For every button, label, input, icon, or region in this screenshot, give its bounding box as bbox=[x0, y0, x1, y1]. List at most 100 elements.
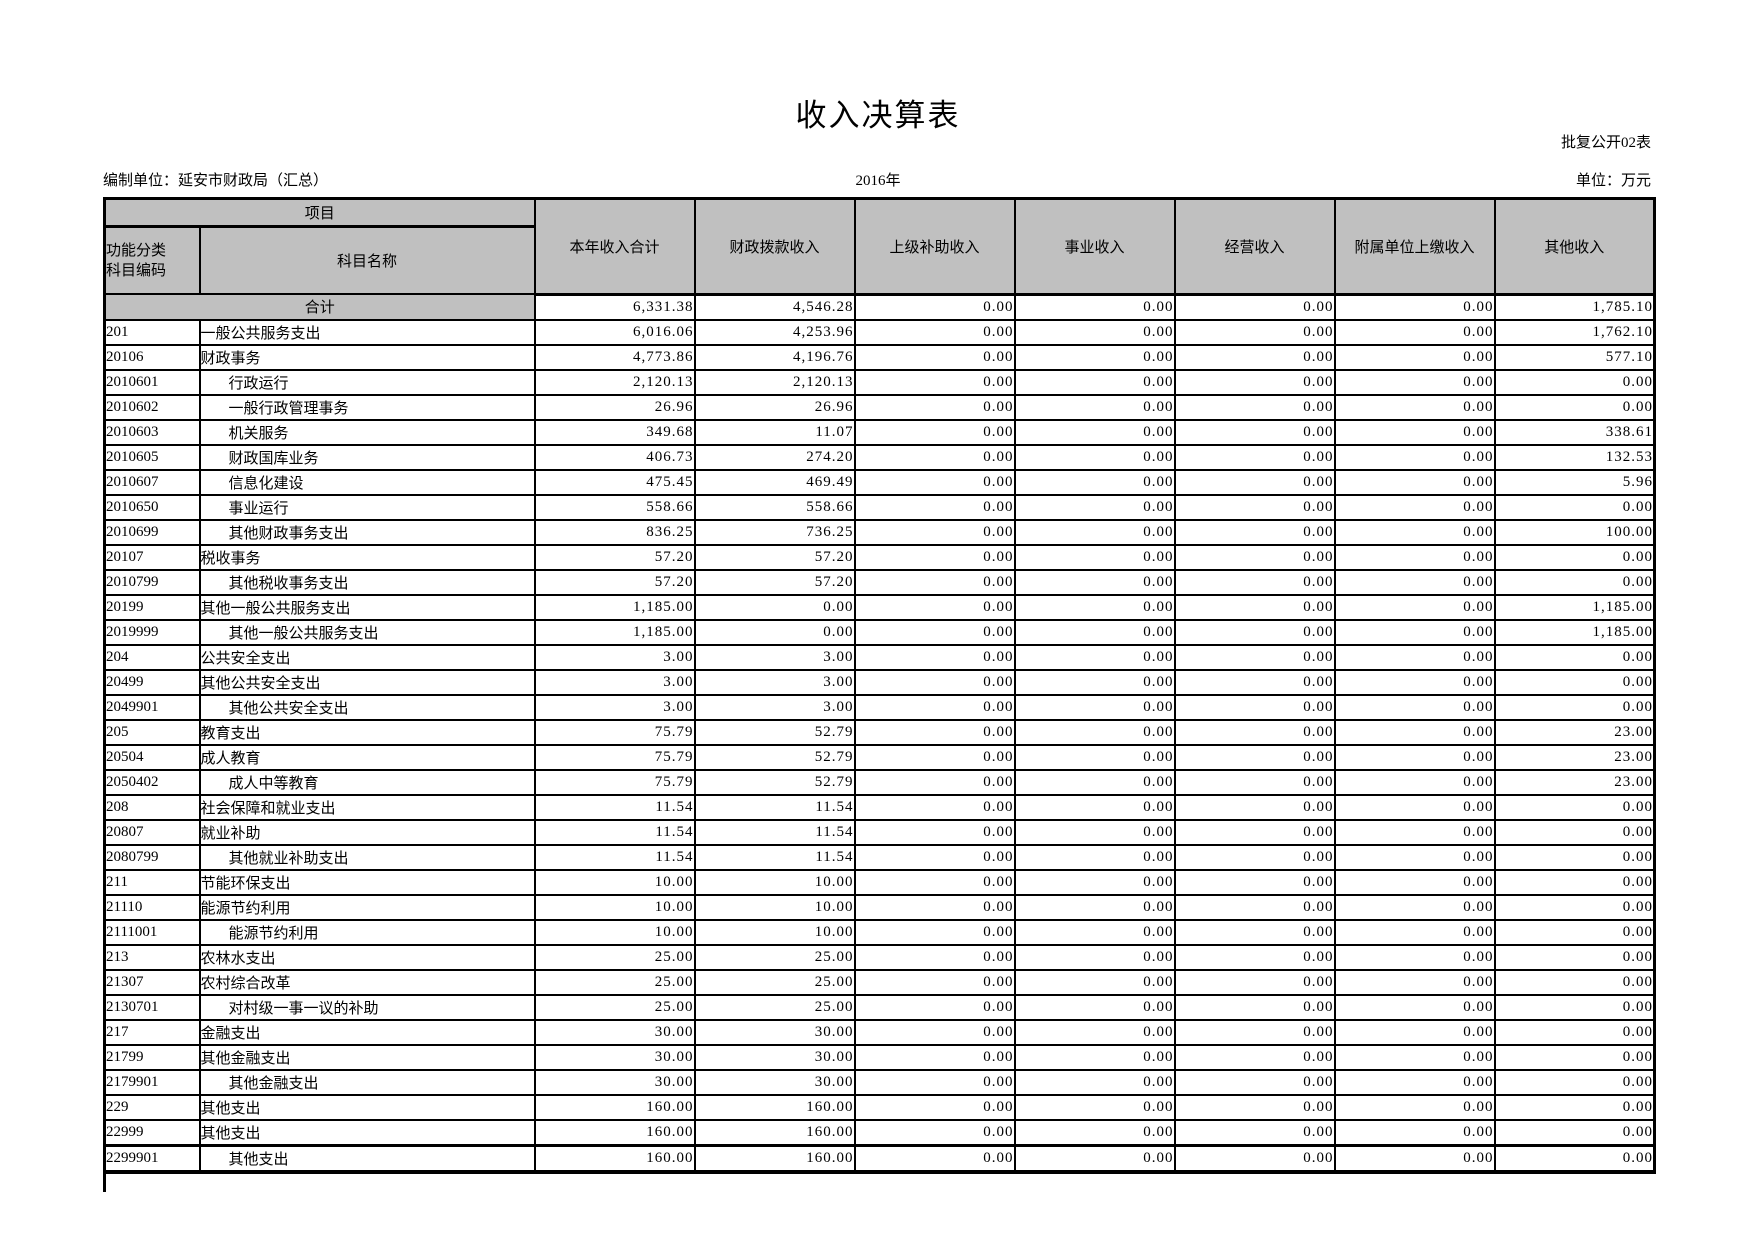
row-value-2: 0.00 bbox=[853, 593, 1016, 621]
row-value-2: 0.00 bbox=[853, 818, 1016, 846]
row-value-3: 0.00 bbox=[1013, 518, 1176, 546]
row-value-4: 0.00 bbox=[1173, 518, 1336, 546]
row-value-0: 1,185.00 bbox=[533, 593, 696, 621]
row-name: 财政事务 bbox=[198, 343, 536, 371]
row-value-5: 0.00 bbox=[1333, 968, 1496, 996]
row-value-4: 0.00 bbox=[1173, 1118, 1336, 1146]
row-value-6: 1,762.10 bbox=[1493, 318, 1656, 346]
row-code: 20807 bbox=[103, 818, 201, 846]
row-value-3: 0.00 bbox=[1013, 493, 1176, 521]
table-row: 2010607 信息化建设 475.45 469.49 0.00 0.00 0.00 0.00… bbox=[103, 468, 1656, 496]
row-value-6: 338.61 bbox=[1493, 418, 1656, 446]
row-value-5: 0.00 bbox=[1333, 893, 1496, 921]
row-code: 22999 bbox=[103, 1118, 201, 1146]
row-code: 20199 bbox=[103, 593, 201, 621]
row-value-4: 0.00 bbox=[1173, 718, 1336, 746]
row-value-4: 0.00 bbox=[1173, 843, 1336, 871]
total-value-2: 0.00 bbox=[853, 293, 1016, 321]
row-value-2: 0.00 bbox=[853, 493, 1016, 521]
row-value-3: 0.00 bbox=[1013, 868, 1176, 896]
row-value-2: 0.00 bbox=[853, 918, 1016, 946]
total-value-1: 4,546.28 bbox=[693, 293, 856, 321]
row-name: 社会保障和就业支出 bbox=[198, 793, 536, 821]
row-value-1: 52.79 bbox=[693, 768, 856, 796]
row-value-0: 25.00 bbox=[533, 968, 696, 996]
row-name: 其他公共安全支出 bbox=[198, 693, 536, 721]
row-value-1: 52.79 bbox=[693, 743, 856, 771]
row-value-3: 0.00 bbox=[1013, 768, 1176, 796]
row-value-2: 0.00 bbox=[853, 668, 1016, 696]
row-code: 2010603 bbox=[103, 418, 201, 446]
row-value-5: 0.00 bbox=[1333, 593, 1496, 621]
row-value-3: 0.00 bbox=[1013, 1068, 1176, 1096]
column-header-5: 附属单位上缴收入 bbox=[1333, 197, 1496, 296]
row-value-4: 0.00 bbox=[1173, 343, 1336, 371]
row-name: 行政运行 bbox=[198, 368, 536, 396]
row-value-1: 25.00 bbox=[693, 943, 856, 971]
row-code: 2299901 bbox=[103, 1143, 201, 1173]
row-value-5: 0.00 bbox=[1333, 718, 1496, 746]
row-value-6: 0.00 bbox=[1493, 568, 1656, 596]
row-value-3: 0.00 bbox=[1013, 368, 1176, 396]
row-name: 其他财政事务支出 bbox=[198, 518, 536, 546]
row-value-0: 30.00 bbox=[533, 1068, 696, 1096]
row-value-4: 0.00 bbox=[1173, 568, 1336, 596]
column-header-6: 其他收入 bbox=[1493, 197, 1656, 296]
row-code: 2010650 bbox=[103, 493, 201, 521]
column-header-4: 经营收入 bbox=[1173, 197, 1336, 296]
total-label: 合计 bbox=[103, 293, 536, 321]
row-value-3: 0.00 bbox=[1013, 843, 1176, 871]
row-value-1: 10.00 bbox=[693, 918, 856, 946]
row-value-2: 0.00 bbox=[853, 1018, 1016, 1046]
row-value-3: 0.00 bbox=[1013, 443, 1176, 471]
table-row: 20499 其他公共安全支出 3.00 3.00 0.00 0.00 0.00 0.00 0.0… bbox=[103, 668, 1656, 696]
row-value-0: 10.00 bbox=[533, 868, 696, 896]
table-row: 229 其他支出 160.00 160.00 0.00 0.00 0.00 0.00 0.00 bbox=[103, 1093, 1656, 1121]
row-code: 21110 bbox=[103, 893, 201, 921]
row-name: 其他支出 bbox=[198, 1143, 536, 1173]
row-code: 21307 bbox=[103, 968, 201, 996]
row-value-0: 75.79 bbox=[533, 718, 696, 746]
row-value-0: 26.96 bbox=[533, 393, 696, 421]
row-value-4: 0.00 bbox=[1173, 368, 1336, 396]
row-value-5: 0.00 bbox=[1333, 668, 1496, 696]
row-value-5: 0.00 bbox=[1333, 543, 1496, 571]
row-value-4: 0.00 bbox=[1173, 668, 1336, 696]
table-row: 217 金融支出 30.00 30.00 0.00 0.00 0.00 0.00 0.00 bbox=[103, 1018, 1656, 1046]
header-code: 功能分类 科目编码 bbox=[103, 225, 201, 295]
row-value-4: 0.00 bbox=[1173, 868, 1336, 896]
row-value-4: 0.00 bbox=[1173, 318, 1336, 346]
row-value-0: 406.73 bbox=[533, 443, 696, 471]
row-value-6: 0.00 bbox=[1493, 1068, 1656, 1096]
row-value-6: 0.00 bbox=[1493, 1143, 1656, 1173]
row-value-1: 469.49 bbox=[693, 468, 856, 496]
table-row: 213 农林水支出 25.00 25.00 0.00 0.00 0.00 0.00 0.00 bbox=[103, 943, 1656, 971]
row-value-4: 0.00 bbox=[1173, 418, 1336, 446]
row-value-2: 0.00 bbox=[853, 568, 1016, 596]
row-value-6: 577.10 bbox=[1493, 343, 1656, 371]
row-code: 211 bbox=[103, 868, 201, 896]
column-header-2: 上级补助收入 bbox=[853, 197, 1016, 296]
row-value-6: 132.53 bbox=[1493, 443, 1656, 471]
row-value-5: 0.00 bbox=[1333, 793, 1496, 821]
row-code: 2010799 bbox=[103, 568, 201, 596]
row-value-1: 3.00 bbox=[693, 668, 856, 696]
row-value-1: 4,253.96 bbox=[693, 318, 856, 346]
row-value-5: 0.00 bbox=[1333, 318, 1496, 346]
row-value-1: 736.25 bbox=[693, 518, 856, 546]
row-name: 机关服务 bbox=[198, 418, 536, 446]
row-value-4: 0.00 bbox=[1173, 968, 1336, 996]
row-code: 20504 bbox=[103, 743, 201, 771]
row-value-1: 52.79 bbox=[693, 718, 856, 746]
row-value-2: 0.00 bbox=[853, 368, 1016, 396]
row-value-3: 0.00 bbox=[1013, 743, 1176, 771]
row-name: 其他就业补助支出 bbox=[198, 843, 536, 871]
row-code: 217 bbox=[103, 1018, 201, 1046]
row-name: 其他金融支出 bbox=[198, 1068, 536, 1096]
total-value-0: 6,331.38 bbox=[533, 293, 696, 321]
row-value-5: 0.00 bbox=[1333, 568, 1496, 596]
row-value-5: 0.00 bbox=[1333, 693, 1496, 721]
row-value-4: 0.00 bbox=[1173, 443, 1336, 471]
row-name: 信息化建设 bbox=[198, 468, 536, 496]
row-value-1: 11.54 bbox=[693, 818, 856, 846]
